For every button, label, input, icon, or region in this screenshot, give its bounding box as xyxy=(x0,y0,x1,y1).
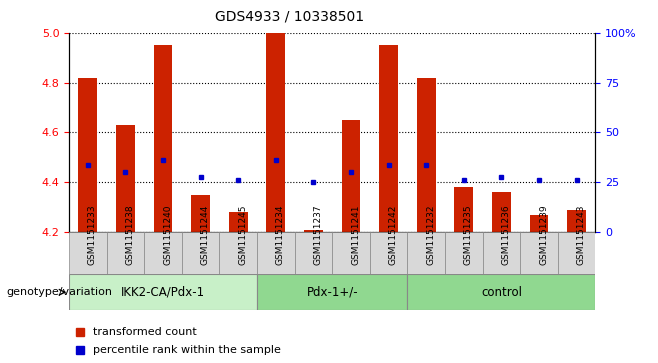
Text: GSM1151234: GSM1151234 xyxy=(276,204,285,265)
Bar xyxy=(107,232,144,274)
Bar xyxy=(69,274,257,310)
Bar xyxy=(558,232,595,274)
Bar xyxy=(407,232,445,274)
Text: GSM1151235: GSM1151235 xyxy=(464,204,473,265)
Bar xyxy=(332,232,370,274)
Bar xyxy=(370,232,407,274)
Bar xyxy=(492,192,511,232)
Bar xyxy=(295,232,332,274)
Bar xyxy=(191,195,210,232)
Bar xyxy=(257,232,295,274)
Text: control: control xyxy=(481,286,522,299)
Text: IKK2-CA/Pdx-1: IKK2-CA/Pdx-1 xyxy=(121,286,205,299)
Bar xyxy=(342,120,361,232)
Bar xyxy=(116,125,135,232)
Bar xyxy=(417,78,436,232)
Bar xyxy=(304,230,323,232)
Bar xyxy=(266,33,286,232)
Bar xyxy=(144,232,182,274)
Text: GSM1151241: GSM1151241 xyxy=(351,204,360,265)
Text: percentile rank within the sample: percentile rank within the sample xyxy=(93,345,281,355)
Text: GSM1151238: GSM1151238 xyxy=(126,204,134,265)
Text: GSM1151233: GSM1151233 xyxy=(88,204,97,265)
Text: GSM1151239: GSM1151239 xyxy=(539,204,548,265)
Text: GSM1151232: GSM1151232 xyxy=(426,204,436,265)
Bar xyxy=(78,78,97,232)
Bar xyxy=(407,274,595,310)
Bar xyxy=(220,232,257,274)
Text: GDS4933 / 10338501: GDS4933 / 10338501 xyxy=(215,9,364,23)
Bar xyxy=(69,232,107,274)
Bar xyxy=(530,215,549,232)
Bar xyxy=(520,232,558,274)
Text: genotype/variation: genotype/variation xyxy=(7,287,113,297)
Text: GSM1151236: GSM1151236 xyxy=(501,204,511,265)
Text: transformed count: transformed count xyxy=(93,327,197,337)
Bar xyxy=(154,45,172,232)
Text: GSM1151244: GSM1151244 xyxy=(201,204,210,265)
Text: GSM1151240: GSM1151240 xyxy=(163,204,172,265)
Text: Pdx-1+/-: Pdx-1+/- xyxy=(307,286,358,299)
Text: GSM1151242: GSM1151242 xyxy=(389,204,397,265)
Bar xyxy=(483,232,520,274)
Text: GSM1151237: GSM1151237 xyxy=(313,204,322,265)
Text: GSM1151243: GSM1151243 xyxy=(576,204,586,265)
Bar xyxy=(445,232,483,274)
Text: GSM1151245: GSM1151245 xyxy=(238,204,247,265)
Bar xyxy=(182,232,220,274)
Bar xyxy=(455,187,473,232)
Bar xyxy=(379,45,398,232)
Bar xyxy=(229,212,247,232)
Bar xyxy=(567,210,586,232)
Bar xyxy=(257,274,407,310)
